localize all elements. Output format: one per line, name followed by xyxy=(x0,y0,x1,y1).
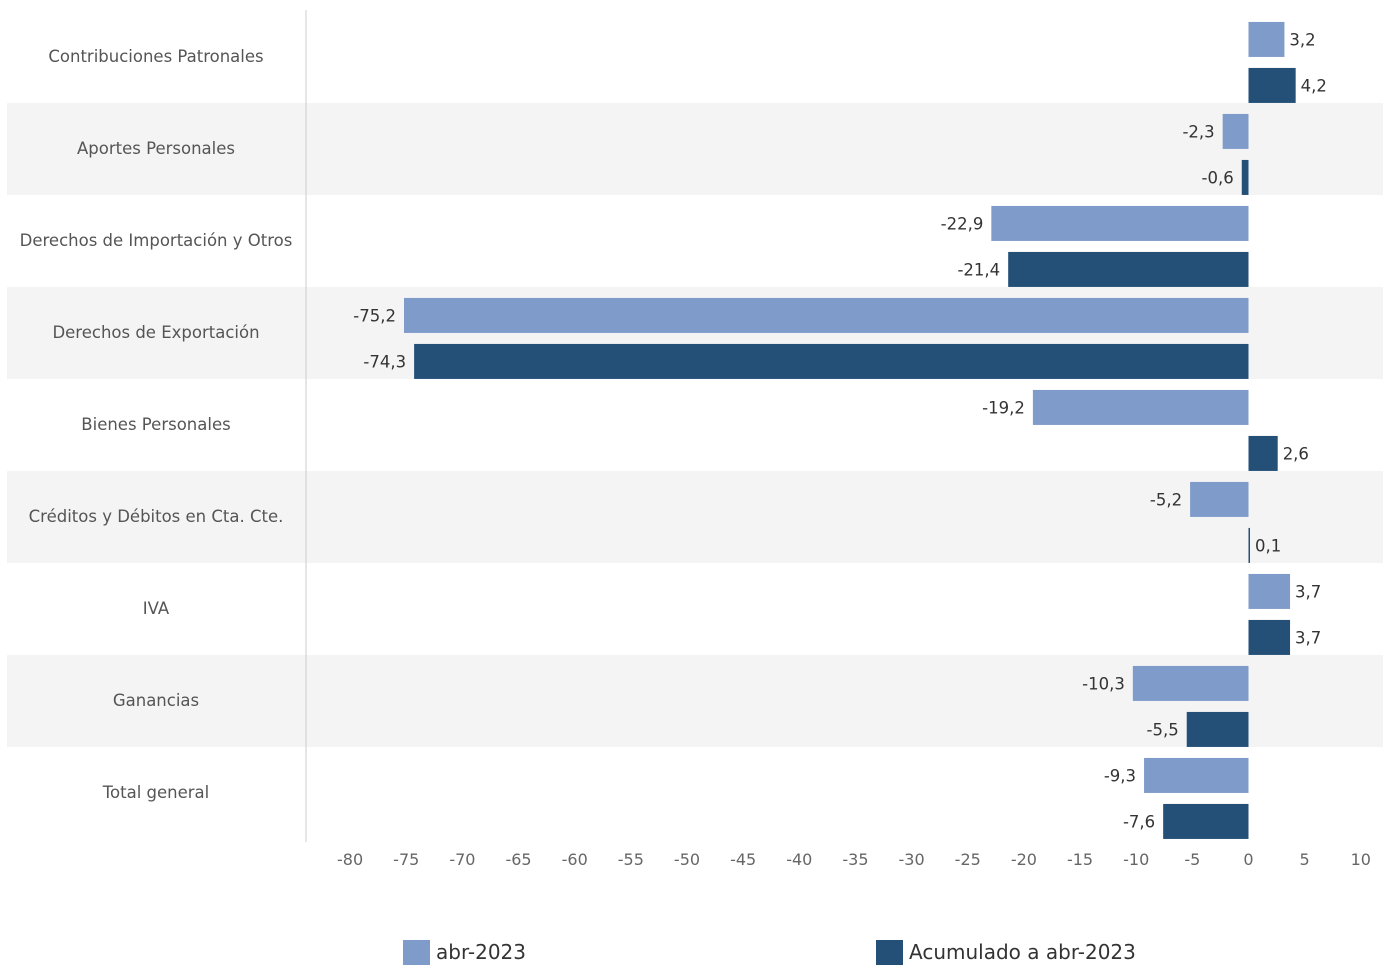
data-label: -5,5 xyxy=(1147,720,1179,739)
category-label: Bienes Personales xyxy=(81,415,230,434)
data-label: -22,9 xyxy=(941,214,984,233)
x-tick-label: -10 xyxy=(1123,850,1149,869)
data-label: -0,6 xyxy=(1202,168,1234,187)
data-label: -75,2 xyxy=(353,306,396,325)
category-label: Contribuciones Patronales xyxy=(48,47,263,66)
bar-abr-2023[interactable] xyxy=(404,297,1249,333)
x-tick-label: -45 xyxy=(730,850,756,869)
legend-item-abr-2023[interactable]: abr-2023 xyxy=(403,936,526,968)
data-label: -74,3 xyxy=(363,352,406,371)
data-label: 4,2 xyxy=(1301,76,1327,95)
data-label: 3,7 xyxy=(1295,628,1321,647)
category-label: Derechos de Exportación xyxy=(52,323,259,342)
data-label: 2,6 xyxy=(1283,444,1309,463)
data-label: -2,3 xyxy=(1182,122,1214,141)
x-tick-label: 0 xyxy=(1243,850,1253,869)
x-tick-label: -25 xyxy=(955,850,981,869)
legend-swatch-abr-2023 xyxy=(403,939,430,965)
x-tick-label: -80 xyxy=(337,850,363,869)
x-tick-label: -40 xyxy=(786,850,812,869)
bar-abr-2023[interactable] xyxy=(1144,757,1249,793)
bar-acumulado[interactable] xyxy=(1248,67,1296,103)
x-tick-label: -75 xyxy=(393,850,419,869)
x-tick-label: -70 xyxy=(449,850,475,869)
x-tick-label: -50 xyxy=(674,850,700,869)
legend-swatch-acumulado xyxy=(876,939,903,965)
legend-item-acumulado[interactable]: Acumulado a abr-2023 xyxy=(876,936,1136,968)
data-label: -5,2 xyxy=(1150,490,1182,509)
x-tick-label: -15 xyxy=(1067,850,1093,869)
legend-label-acumulado: Acumulado a abr-2023 xyxy=(909,940,1136,964)
x-tick-label: 5 xyxy=(1300,850,1310,869)
x-tick-label: 10 xyxy=(1351,850,1371,869)
x-tick-label: -30 xyxy=(899,850,925,869)
bar-abr-2023[interactable] xyxy=(1248,573,1291,609)
bar-abr-2023[interactable] xyxy=(1132,665,1249,701)
x-tick-label: -20 xyxy=(1011,850,1037,869)
bar-acumulado[interactable] xyxy=(1186,711,1249,747)
category-label: Derechos de Importación y Otros xyxy=(20,231,293,250)
x-tick-label: -60 xyxy=(562,850,588,869)
bar-acumulado[interactable] xyxy=(1248,527,1251,563)
data-label: -19,2 xyxy=(982,398,1025,417)
bar-abr-2023[interactable] xyxy=(1248,21,1285,57)
bar-abr-2023[interactable] xyxy=(1032,389,1249,425)
data-label: 3,2 xyxy=(1289,30,1315,49)
bar-acumulado[interactable] xyxy=(414,343,1249,379)
x-tick-label: -55 xyxy=(618,850,644,869)
category-label: Total general xyxy=(102,783,210,802)
bar-acumulado[interactable] xyxy=(1241,159,1249,195)
x-tick-label: -35 xyxy=(842,850,868,869)
x-tick-label: -65 xyxy=(505,850,531,869)
bar-acumulado[interactable] xyxy=(1248,619,1291,655)
bar-acumulado[interactable] xyxy=(1008,251,1249,287)
data-label: -10,3 xyxy=(1082,674,1125,693)
data-label: -9,3 xyxy=(1104,766,1136,785)
data-label: 3,7 xyxy=(1295,582,1321,601)
x-tick-label: -5 xyxy=(1184,850,1200,869)
legend-label-abr-2023: abr-2023 xyxy=(436,940,527,964)
data-label: 0,1 xyxy=(1255,536,1281,555)
row-band xyxy=(7,471,1383,563)
row-band xyxy=(7,103,1383,195)
category-label: IVA xyxy=(143,599,170,618)
category-label: Ganancias xyxy=(113,691,199,710)
bar-abr-2023[interactable] xyxy=(1190,481,1249,517)
bar-acumulado[interactable] xyxy=(1248,435,1278,471)
category-label: Aportes Personales xyxy=(77,139,235,158)
data-label: -7,6 xyxy=(1123,812,1155,831)
chart-legend: abr-2023 Acumulado a abr-2023 xyxy=(0,936,1383,968)
bar-abr-2023[interactable] xyxy=(991,205,1249,241)
bar-acumulado[interactable] xyxy=(1163,803,1249,839)
bar-abr-2023[interactable] xyxy=(1222,113,1249,149)
data-label: -21,4 xyxy=(957,260,1000,279)
category-label: Créditos y Débitos en Cta. Cte. xyxy=(29,507,284,526)
